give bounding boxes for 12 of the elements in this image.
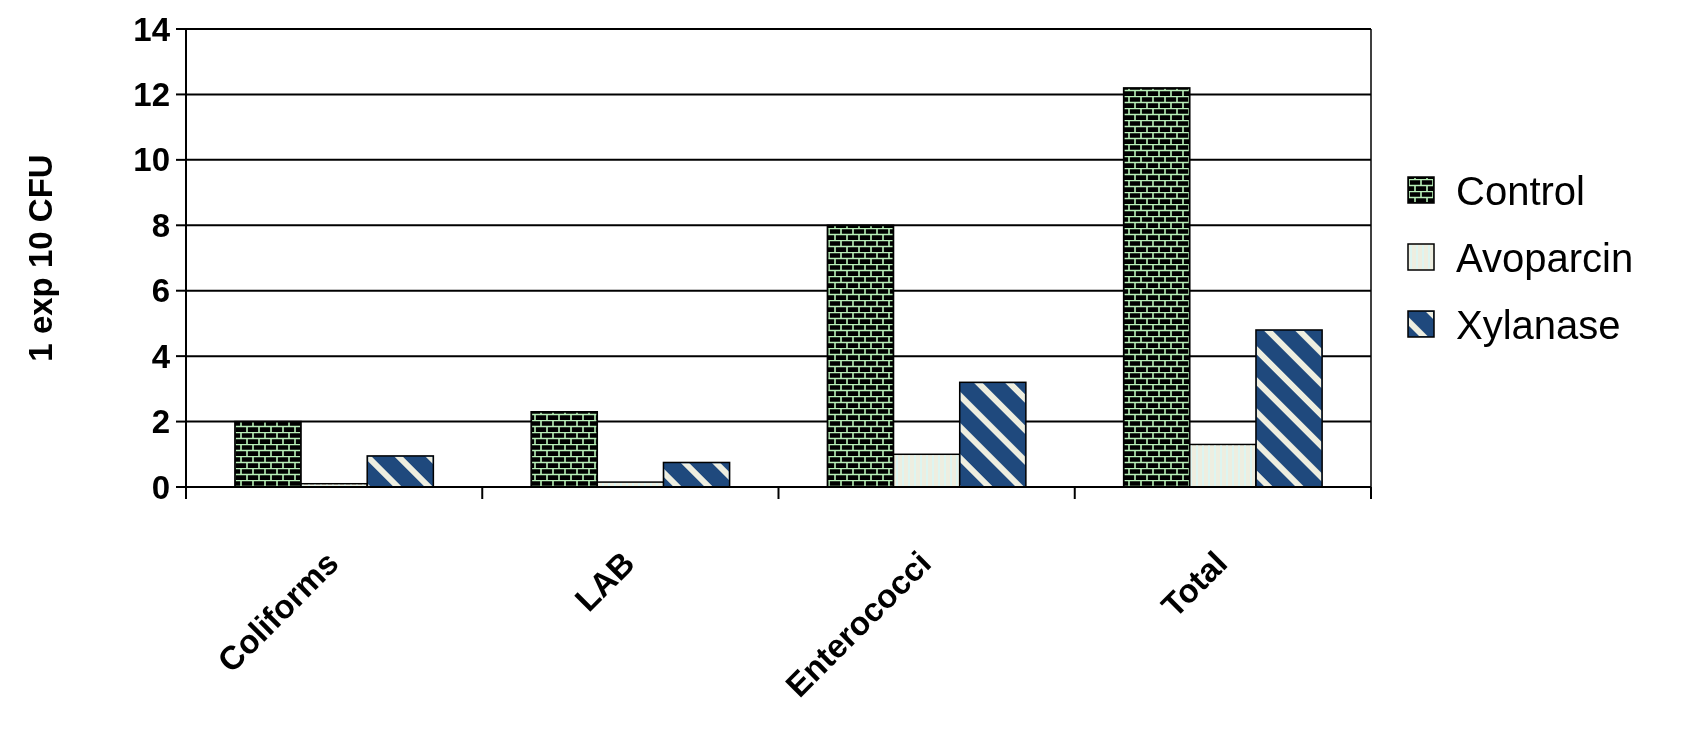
y-tick-label: 8: [151, 206, 170, 244]
y-tick-label: 12: [133, 75, 170, 113]
y-tick-label: 14: [133, 10, 171, 48]
y-tick-label: 2: [151, 403, 170, 441]
y-axis-title: 1 exp 10 CFU: [22, 154, 59, 362]
y-tick-label: 10: [133, 141, 170, 179]
legend-label: Xylanase: [1456, 303, 1621, 347]
y-tick-label: 4: [151, 337, 171, 375]
y-tick-label: 0: [151, 468, 170, 506]
y-tick-label: 6: [151, 272, 170, 310]
legend-label: Control: [1456, 169, 1585, 213]
legend-label: Avoparcin: [1456, 236, 1634, 280]
